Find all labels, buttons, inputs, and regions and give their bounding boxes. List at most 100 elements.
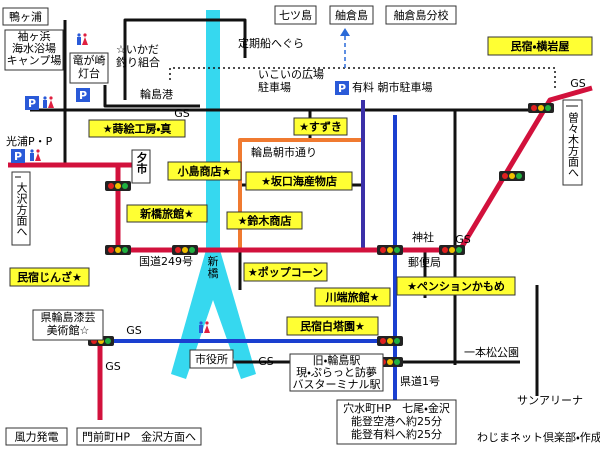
shop-box xyxy=(286,316,379,336)
map-label: 釣り組合 xyxy=(116,55,160,69)
traffic-light-lamp xyxy=(105,338,111,344)
shop-box xyxy=(226,211,303,230)
place-label: 七ツ島 xyxy=(279,8,312,22)
traffic-light-lamp xyxy=(115,247,121,253)
shop-label: 新橋旅館★ xyxy=(139,207,194,221)
place-label: 竜が崎 xyxy=(73,53,106,67)
shop-label: ★蒔絵工房・真 xyxy=(103,122,172,136)
place-box xyxy=(32,309,104,341)
parking-icon xyxy=(76,88,90,102)
map-label: 駐車場 xyxy=(258,80,291,94)
traffic-light-lamp xyxy=(122,247,128,253)
place-box xyxy=(189,349,234,369)
shop-box xyxy=(245,171,353,191)
toilet-icon xyxy=(77,37,81,45)
place-label: 舳倉島分校 xyxy=(394,8,449,22)
traffic-light-lamp xyxy=(108,183,114,189)
traffic-light-lamp xyxy=(189,247,195,253)
map-label: いこいの広場 xyxy=(258,68,324,81)
ferry-arrow xyxy=(340,28,350,36)
traffic-light-lamp xyxy=(387,359,393,365)
map-label: 輪島朝市通り xyxy=(251,145,317,159)
traffic-light-lamp xyxy=(545,105,551,111)
traffic-light-lamp xyxy=(108,247,114,253)
traffic-light-lamp xyxy=(387,338,393,344)
place-label: 袖ヶ浜 xyxy=(18,29,51,43)
place-label: 曽々木方面へ xyxy=(567,111,580,178)
map-label: ☆いかだ xyxy=(116,43,159,56)
place-label: 舳倉島 xyxy=(335,8,368,22)
map-label: 光浦P・P xyxy=(6,134,53,148)
parking-icon-label: P xyxy=(338,82,346,95)
traffic-light-lamp xyxy=(387,247,393,253)
toilet-icon xyxy=(77,33,81,37)
shop-label: 川端旅館★ xyxy=(325,290,380,304)
parking-icon-label: P xyxy=(79,89,87,102)
place-box xyxy=(562,99,583,186)
shop-box xyxy=(88,119,186,138)
traffic-light-lamp xyxy=(449,247,455,253)
place-label: 夕市 xyxy=(135,151,148,175)
shop-label: ★ペンションかもめ xyxy=(407,280,505,293)
map-label: 定期船へぐら xyxy=(238,36,304,50)
shop-label: 民宿白塔園★ xyxy=(300,319,365,333)
place-box xyxy=(385,5,457,25)
toilet-icon xyxy=(49,96,53,100)
place-label: 能登空港へ約25分 xyxy=(351,414,442,428)
shop-label: 民宿・横岩屋 xyxy=(511,39,570,53)
map-label: 一本松公園 xyxy=(464,345,519,359)
shop-label: ★ポップコーン xyxy=(248,265,323,279)
traffic-light-lamp xyxy=(122,183,128,189)
place-label: 門前町HP 金沢方面へ xyxy=(82,430,196,444)
gas-station-label: GS xyxy=(570,77,586,90)
traffic-light-lamp xyxy=(502,173,508,179)
traffic-light-lamp xyxy=(394,338,400,344)
map-label: 輪島港 xyxy=(140,87,173,101)
gas-station-label: GS xyxy=(455,233,471,246)
parking-icon xyxy=(25,96,39,110)
map-label: 郵便局 xyxy=(408,256,441,269)
place-label: 能登有料へ約25分 xyxy=(351,427,442,441)
toilet-icon xyxy=(199,325,203,333)
shop-label: ★すずき xyxy=(299,120,342,134)
toilet-icon xyxy=(204,325,210,333)
shop-label: 民宿じんざ★ xyxy=(17,270,82,284)
toilet-icon xyxy=(30,153,34,161)
map-label: 国道249号 xyxy=(139,254,193,268)
toilet-icon xyxy=(43,96,47,100)
toilet-icon xyxy=(30,149,34,153)
shop-box xyxy=(396,276,516,296)
map-label: サンアリーナ xyxy=(517,394,583,407)
place-box xyxy=(289,353,384,392)
place-box xyxy=(131,149,151,184)
parking-icon-label: P xyxy=(28,97,36,110)
parking-icon-label: P xyxy=(14,150,22,163)
place-box xyxy=(76,427,202,446)
parking-icon xyxy=(335,81,349,95)
traffic-light-lamp xyxy=(380,338,386,344)
place-label: 美術館☆ xyxy=(47,323,90,337)
traffic-light-lamp xyxy=(115,183,121,189)
shop-box xyxy=(126,204,208,223)
shop-label: 小島商店★ xyxy=(177,164,232,178)
place-label: 灯台 xyxy=(78,66,100,80)
shop-box xyxy=(487,36,593,56)
toilet-icon xyxy=(36,149,40,153)
place-label: 現・ぷらっと訪夢 xyxy=(296,366,377,379)
place-label: バスターミナル駅 xyxy=(293,378,381,391)
shop-box xyxy=(293,117,348,136)
road xyxy=(123,18,247,100)
gas-station-label: GS xyxy=(126,324,142,337)
traffic-light-lamp xyxy=(509,173,515,179)
gas-station-label: GS xyxy=(174,107,190,120)
toilet-icon xyxy=(199,321,203,325)
map-label: 有料 朝市駐車場 xyxy=(352,80,433,94)
map-label: 神社 xyxy=(412,230,434,244)
traffic-light-lamp xyxy=(531,105,537,111)
place-box xyxy=(2,7,49,26)
place-label: 県輪島漆芸 xyxy=(41,310,96,324)
place-label: 穴水町HP 七尾・金沢 xyxy=(343,401,450,415)
place-box xyxy=(69,52,109,84)
